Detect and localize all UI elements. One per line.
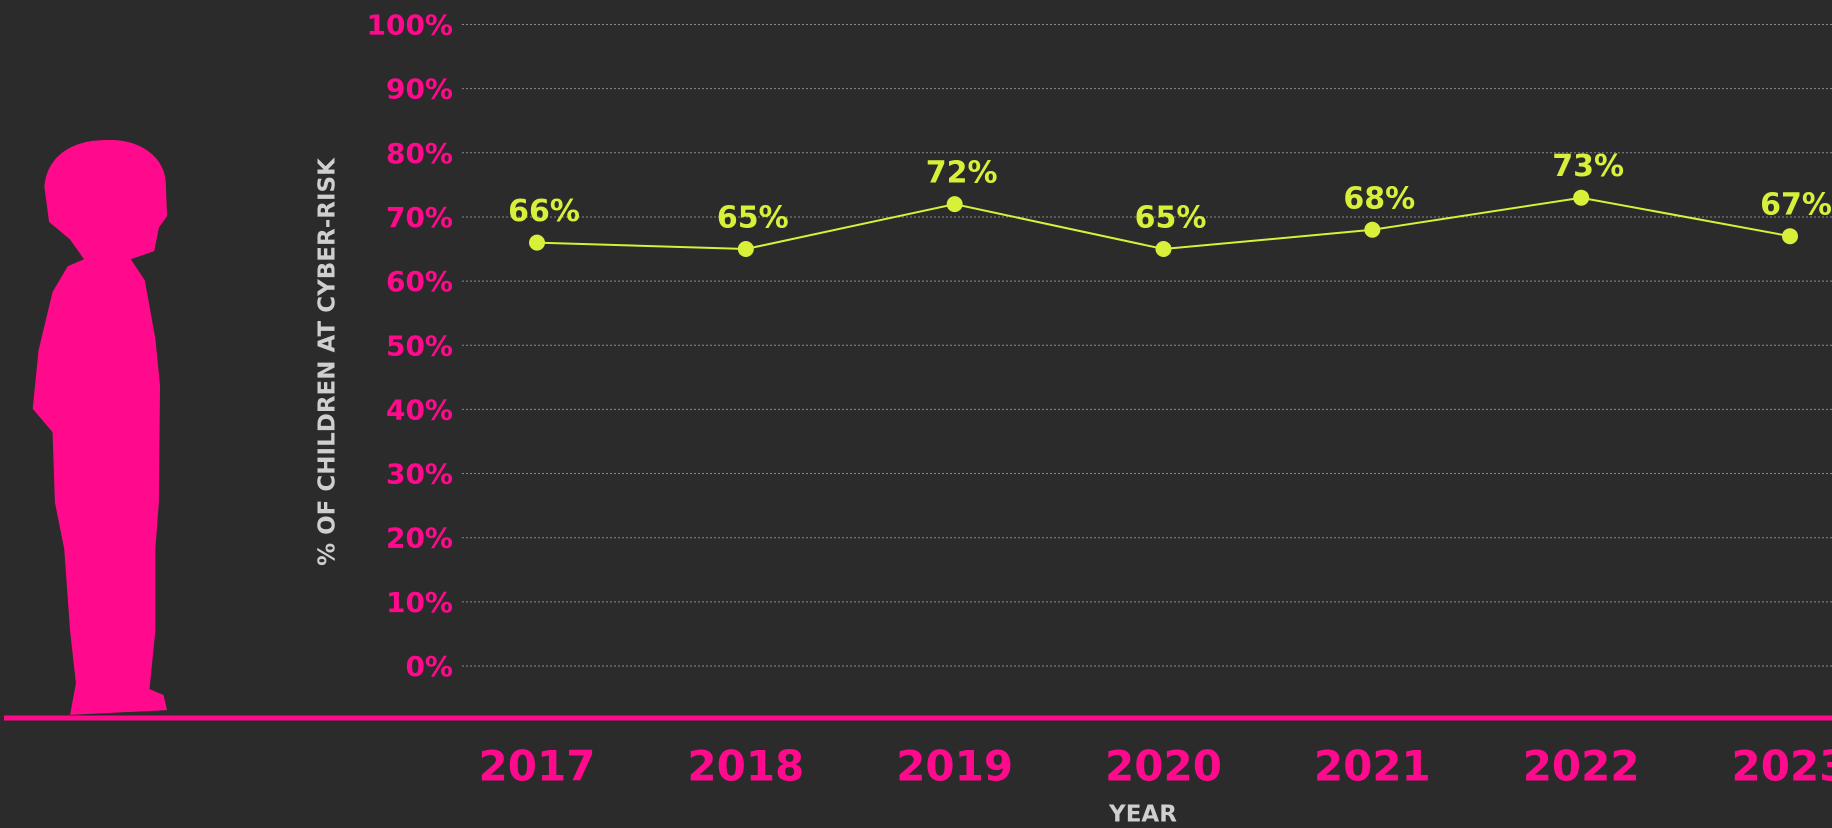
data-point [529, 235, 545, 251]
chart: % OF CHILDREN AT CYBER-RISK YEAR 0% 10% 20… [0, 0, 1832, 828]
data-point [1364, 222, 1380, 238]
y-tick-label: 50% [386, 329, 453, 362]
y-tick-label: 100% [366, 9, 453, 42]
data-label: 65% [1135, 201, 1207, 236]
page: % OF CHILDREN AT CYBER-RISK YEAR 0% 10% 20… [0, 0, 1832, 828]
data-label: 73% [1552, 149, 1624, 184]
x-tick-label: 2017 [479, 742, 596, 791]
x-tick-label: 2019 [896, 742, 1013, 791]
data-point [1156, 241, 1172, 257]
x-tick-label: 2023 [1732, 742, 1832, 791]
data-point [1782, 228, 1798, 244]
data-point [947, 196, 963, 212]
background [0, 0, 1832, 828]
y-tick-label: 70% [386, 201, 453, 234]
y-axis-title: % OF CHILDREN AT CYBER-RISK [315, 157, 341, 566]
data-point [1573, 190, 1589, 206]
y-tick-label: 0% [405, 650, 453, 683]
y-tick-label: 30% [386, 458, 453, 491]
x-axis-title: YEAR [1108, 802, 1177, 828]
data-label: 68% [1343, 181, 1415, 216]
x-tick-label: 2018 [687, 742, 804, 791]
data-label: 67% [1760, 188, 1832, 223]
y-tick-label: 60% [386, 265, 453, 298]
data-label: 72% [926, 156, 998, 191]
y-tick-label: 40% [386, 393, 453, 426]
y-tick-label: 10% [386, 586, 453, 619]
x-tick-label: 2022 [1523, 742, 1640, 791]
y-tick-label: 20% [386, 522, 453, 555]
data-point [738, 241, 754, 257]
x-tick-label: 2020 [1105, 742, 1222, 791]
data-label: 66% [508, 194, 580, 229]
y-tick-label: 90% [386, 73, 453, 106]
x-tick-label: 2021 [1314, 742, 1431, 791]
y-tick-label: 80% [386, 137, 453, 170]
data-label: 65% [717, 201, 789, 236]
